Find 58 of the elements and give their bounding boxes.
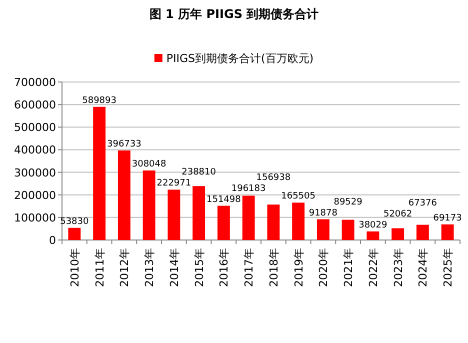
bar — [292, 202, 305, 240]
x-tick-label: 2024年 — [416, 248, 430, 287]
y-tick-label: 500000 — [14, 121, 56, 134]
y-tick-label: 600000 — [14, 98, 56, 112]
y-tick-label: 0 — [49, 234, 56, 247]
data-label: 89529 — [334, 197, 363, 208]
x-tick-label: 2013年 — [143, 248, 156, 287]
y-tick-label: 300000 — [14, 166, 56, 180]
bar — [392, 228, 404, 240]
x-tick-label: 2016年 — [218, 248, 231, 287]
data-label: 52062 — [383, 209, 412, 220]
data-label: 91878 — [308, 208, 338, 218]
bar — [267, 204, 280, 240]
data-label: 222971 — [156, 178, 192, 189]
bar — [142, 170, 156, 240]
data-label: 151498 — [206, 194, 242, 205]
bar — [416, 224, 429, 240]
data-label: 165505 — [281, 192, 316, 202]
data-label: 589893 — [82, 96, 116, 106]
x-tick-label: 2018年 — [267, 248, 280, 287]
y-tick-label: 400000 — [14, 144, 56, 157]
bar — [118, 150, 130, 240]
data-label: 53830 — [60, 216, 90, 227]
x-tick-label: 2010年 — [68, 248, 82, 287]
y-tick-label: 700000 — [14, 76, 56, 89]
chart-title: 图 1 历年 PIIGS 到期债务合计 — [149, 7, 319, 21]
x-tick-label: 2011年 — [93, 248, 106, 287]
data-label: 67376 — [408, 198, 438, 208]
bar — [342, 220, 354, 240]
x-tick-label: 2019年 — [292, 248, 306, 287]
bar — [168, 190, 180, 240]
bar — [217, 206, 230, 240]
data-label: 396733 — [107, 139, 142, 150]
data-label: 69173 — [433, 213, 462, 224]
x-tick-label: 2012年 — [118, 248, 132, 287]
data-label: 238810 — [182, 168, 216, 178]
legend-label: PIIGS到期债务合计(百万欧元) — [166, 52, 314, 65]
y-tick-label: 200000 — [14, 188, 56, 202]
x-tick-label: 2022年 — [366, 248, 380, 287]
data-label: 38029 — [358, 220, 388, 230]
y-tick-label: 100000 — [14, 211, 56, 224]
x-tick-label: 2021年 — [342, 248, 356, 287]
x-tick-label: 2020年 — [317, 248, 330, 287]
data-label: 156938 — [256, 172, 291, 183]
x-tick-label: 2014年 — [168, 248, 181, 287]
x-tick-label: 2023年 — [392, 248, 405, 287]
bar — [242, 196, 255, 240]
x-tick-label: 2025年 — [442, 248, 455, 287]
bar — [192, 186, 206, 240]
x-tick-label: 2017年 — [242, 248, 256, 287]
bar — [93, 106, 106, 240]
bar — [441, 224, 454, 240]
data-label: 308048 — [132, 159, 167, 170]
bar — [68, 228, 81, 240]
x-tick-label: 2015年 — [192, 248, 206, 287]
data-label: 196183 — [231, 184, 266, 194]
bar — [366, 231, 380, 240]
bar — [316, 219, 330, 240]
